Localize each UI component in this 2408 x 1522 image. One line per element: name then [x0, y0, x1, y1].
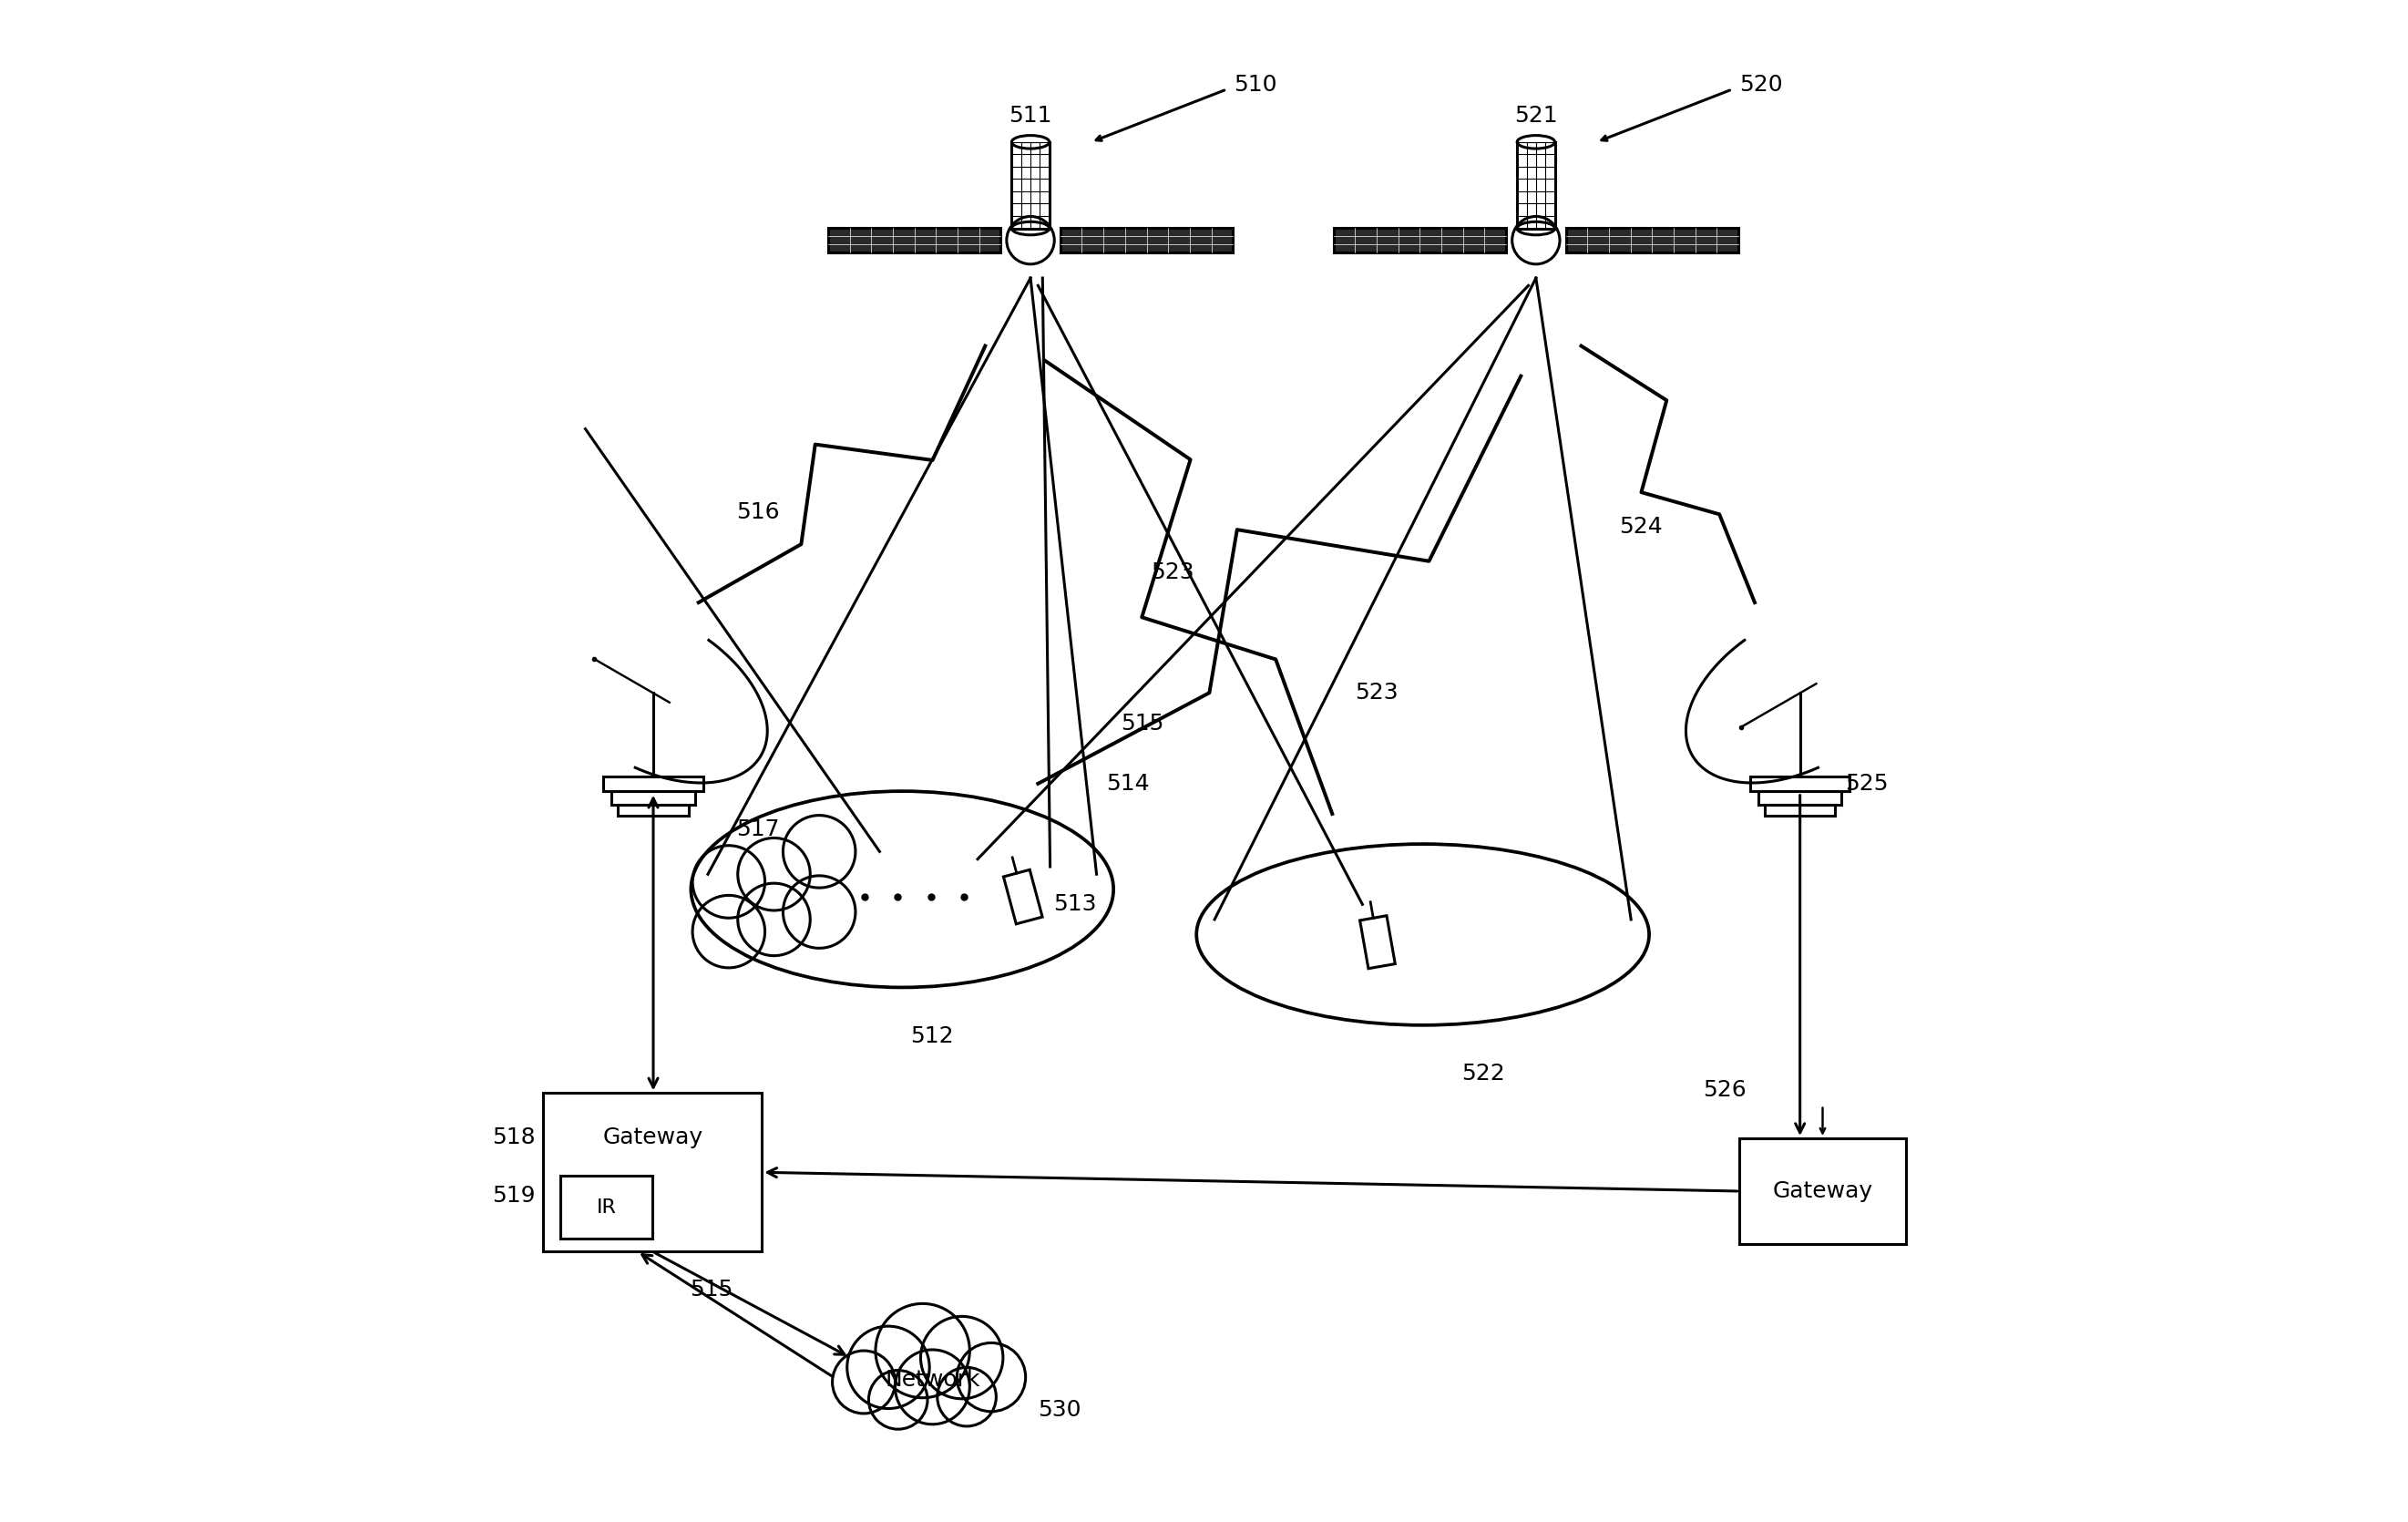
- Text: 516: 516: [737, 501, 780, 524]
- Bar: [561, 1175, 653, 1239]
- Text: 520: 520: [1739, 75, 1782, 96]
- Circle shape: [956, 1342, 1026, 1411]
- Text: 511: 511: [1009, 105, 1052, 126]
- Polygon shape: [1334, 228, 1505, 253]
- Text: Gateway: Gateway: [1772, 1180, 1873, 1202]
- Polygon shape: [1565, 228, 1739, 253]
- Bar: [544, 1093, 761, 1251]
- Text: 514: 514: [1105, 773, 1149, 794]
- Bar: [619, 804, 689, 816]
- Bar: [1751, 776, 1849, 791]
- Text: 515: 515: [691, 1278, 734, 1300]
- Text: 523: 523: [1356, 682, 1399, 705]
- Text: 512: 512: [910, 1026, 954, 1047]
- Bar: [1758, 791, 1842, 804]
- Text: 525: 525: [1845, 773, 1888, 794]
- Circle shape: [833, 1350, 896, 1414]
- Text: 513: 513: [1052, 893, 1096, 915]
- Text: 523: 523: [1151, 562, 1194, 583]
- Circle shape: [937, 1367, 997, 1426]
- Text: Gateway: Gateway: [602, 1126, 703, 1149]
- Text: Network: Network: [884, 1368, 980, 1391]
- Circle shape: [848, 1326, 929, 1408]
- Bar: [604, 776, 703, 791]
- Circle shape: [896, 1350, 970, 1425]
- Text: 510: 510: [1235, 75, 1279, 96]
- Polygon shape: [1060, 228, 1233, 253]
- Text: IR: IR: [597, 1198, 616, 1216]
- Polygon shape: [828, 228, 1002, 253]
- Text: 522: 522: [1462, 1062, 1505, 1085]
- Circle shape: [877, 1304, 970, 1397]
- Bar: [1739, 1138, 1905, 1243]
- Bar: [612, 791, 696, 804]
- Text: 519: 519: [491, 1186, 535, 1207]
- Text: 526: 526: [1702, 1079, 1746, 1100]
- Circle shape: [869, 1370, 927, 1429]
- Text: 518: 518: [491, 1126, 535, 1149]
- Text: 517: 517: [737, 817, 780, 840]
- Text: 515: 515: [1122, 712, 1163, 734]
- Text: 524: 524: [1618, 516, 1662, 537]
- Text: 530: 530: [1038, 1399, 1081, 1422]
- Circle shape: [920, 1317, 1004, 1399]
- Bar: [1765, 804, 1835, 816]
- Text: 521: 521: [1515, 105, 1558, 126]
